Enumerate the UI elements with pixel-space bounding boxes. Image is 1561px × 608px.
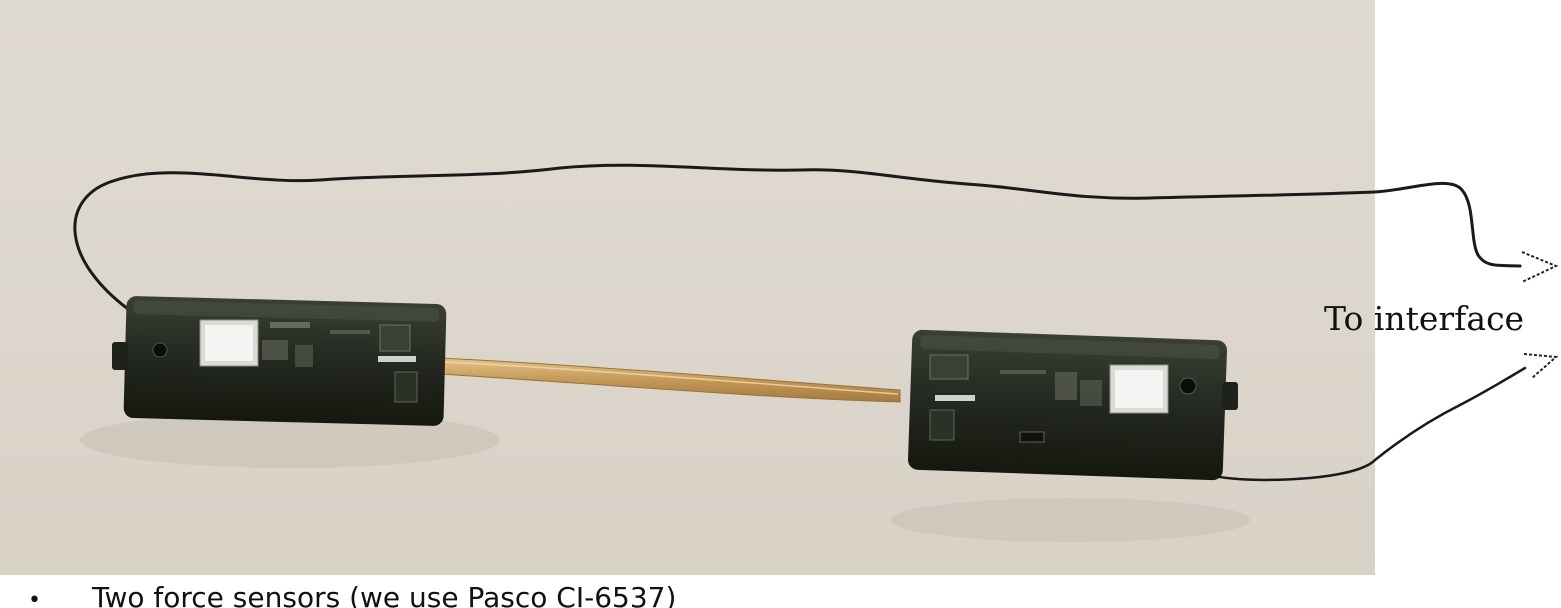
ribbon-highlight — [444, 361, 899, 395]
sensor-shadow-left — [80, 412, 500, 468]
photo-background — [0, 0, 1375, 575]
sensor-shadow-right — [890, 498, 1250, 542]
caption: • Two force sensors (we use Pasco CI-6537… — [28, 578, 1528, 608]
sensor-cable-top — [73, 163, 1522, 314]
photo: To interface — [0, 0, 1561, 575]
arrow-head-top — [1521, 251, 1559, 283]
caption-text: Two force sensors (we use Pasco CI-6537) — [92, 581, 677, 608]
sensor-cable-bottom — [1193, 366, 1527, 482]
force-sensor-left — [112, 296, 447, 426]
force-sensor-right — [907, 329, 1238, 481]
caption-bullet: • — [28, 588, 41, 608]
annotation-to-interface: To interface — [1324, 299, 1524, 338]
arrow-head-bottom — [1523, 353, 1559, 379]
photo-white-margin — [1375, 0, 1561, 575]
